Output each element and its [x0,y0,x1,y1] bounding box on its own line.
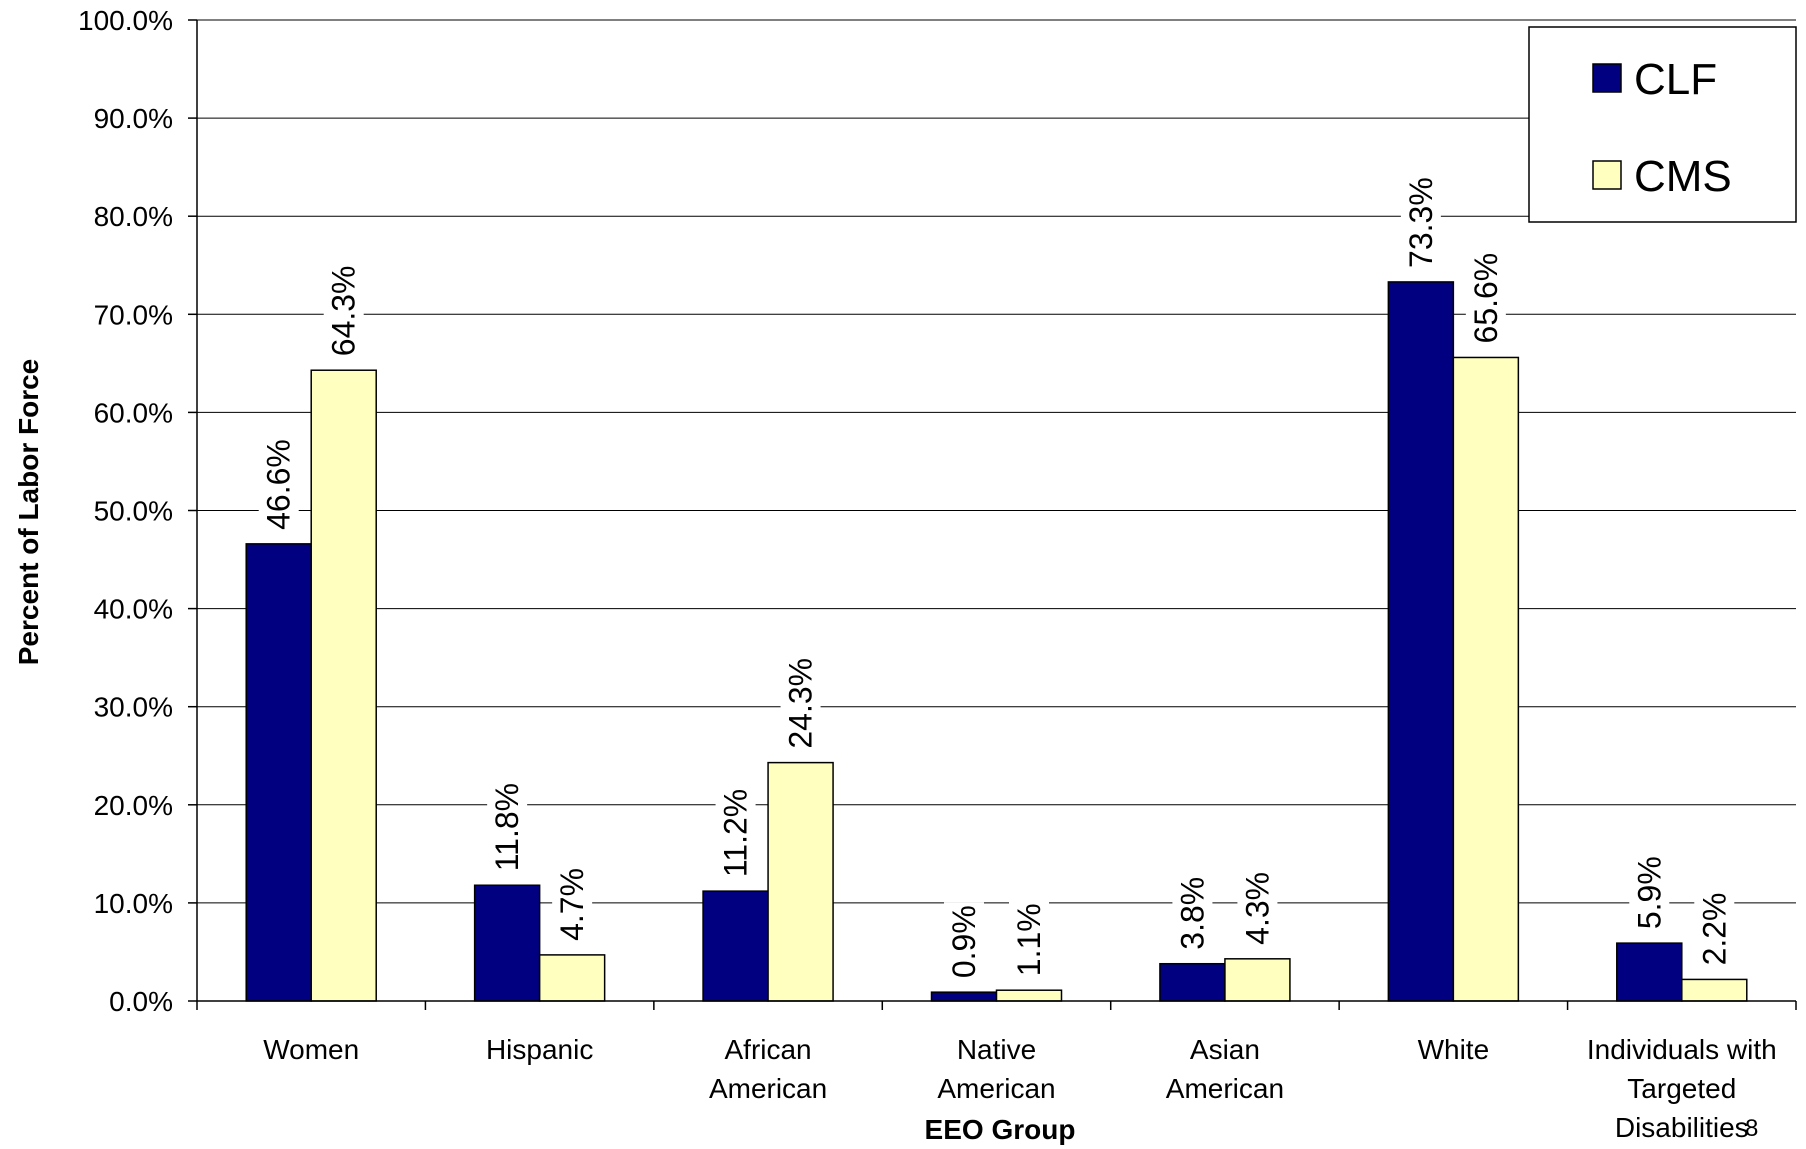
bar-clf [1387,281,1455,1002]
bar-cms [310,369,377,1002]
bars [245,281,1748,1002]
page-number: 8 [1745,1115,1758,1142]
y-tick-label: 30.0% [94,692,173,723]
x-axis-title: EEO Group [925,1114,1076,1145]
data-labels: 46.6% 64.3% 11.8% 4.7% 11.2% 24.3% 0.9% 1.1% 3.8… [258,174,1735,982]
x-category-label: Hispanic [486,1034,593,1065]
data-label-cms: 4.3% [1239,872,1275,945]
data-label-cms: 1.1% [1011,903,1047,976]
bar-clf [1159,962,1226,1002]
data-label-cms: 24.3% [783,658,819,749]
y-tick-label: 90.0% [94,103,173,134]
x-category-label: Disabilities [1615,1112,1749,1143]
data-label-clf: 11.2% [718,789,754,877]
legend: CLF CMS [1528,26,1797,223]
data-label-clf: 0.9% [946,905,982,978]
data-label-background [552,864,593,944]
data-label-clf: 5.9% [1631,856,1667,929]
bar-cms [1452,356,1520,1002]
x-category-label: Asian [1190,1034,1260,1065]
x-category-label: American [1166,1073,1284,1104]
y-tick-label: 100.0% [78,5,173,36]
y-tick-label: 70.0% [94,299,173,330]
data-label-clf: 46.6% [261,439,297,530]
x-category-labels: Women Hispanic African American Native Americ… [263,1034,1776,1143]
y-tick-label: 20.0% [94,790,173,821]
bar-cms [1224,958,1291,1002]
bar-cms [767,761,834,1002]
x-category-label: Native [957,1034,1036,1065]
data-label-background [258,436,299,533]
legend-label-clf: CLF [1634,55,1717,104]
y-tick-label: 0.0% [109,986,173,1017]
y-tick-label: 60.0% [94,397,173,428]
data-label-background [715,785,756,881]
data-label-background [1237,868,1278,948]
legend-swatch-cms [1592,160,1622,190]
legend-box [1528,26,1797,223]
bar-clf [702,890,769,1002]
y-axis-title: Percent of Labor Force [13,359,44,666]
x-category-label: African [724,1034,811,1065]
data-label-cms: 4.7% [554,868,590,941]
data-label-background [1172,873,1213,953]
bar-clf [930,991,998,1002]
data-label-background [780,654,821,752]
bar-clf [1616,942,1683,1002]
y-tick-label: 10.0% [94,888,173,919]
bar-cms [538,954,606,1002]
x-category-label: White [1418,1034,1490,1065]
x-category-label: American [937,1073,1055,1104]
data-label-cms: 65.6% [1468,253,1504,344]
data-label-clf: 73.3% [1403,177,1439,268]
x-category-label: Women [263,1034,359,1065]
data-label-background [323,262,364,360]
x-category-label: Individuals with [1587,1034,1777,1065]
data-label-background [1694,889,1735,969]
legend-label-cms: CMS [1634,152,1732,201]
bar-cms [995,989,1063,1002]
y-tick-label: 50.0% [94,496,173,527]
data-label-clf: 11.8% [489,783,525,871]
data-label-clf: 3.8% [1174,877,1210,950]
data-label-background [1400,174,1441,271]
data-label-background [487,779,528,875]
data-label-cms: 2.2% [1696,892,1732,965]
data-label-background [944,902,984,982]
y-tick-label: 40.0% [94,594,173,625]
bar-cms [1681,978,1748,1002]
y-tick-label: 80.0% [94,201,173,232]
data-label-cms: 64.3% [326,265,362,356]
x-category-label: American [709,1073,827,1104]
data-label-background [1629,853,1670,933]
x-category-label: Targeted [1627,1073,1736,1104]
bar-clf [245,543,312,1002]
gridlines [188,19,1796,1002]
y-tick-labels: 0.0% 10.0% 20.0% 30.0% 40.0% 50.0% 60.0% 70.0% 8… [78,5,173,1017]
data-label-background [1465,249,1506,347]
axes [196,20,1797,1010]
bar-clf [473,884,541,1002]
data-label-background [1009,900,1049,980]
legend-swatch-clf [1592,63,1622,93]
